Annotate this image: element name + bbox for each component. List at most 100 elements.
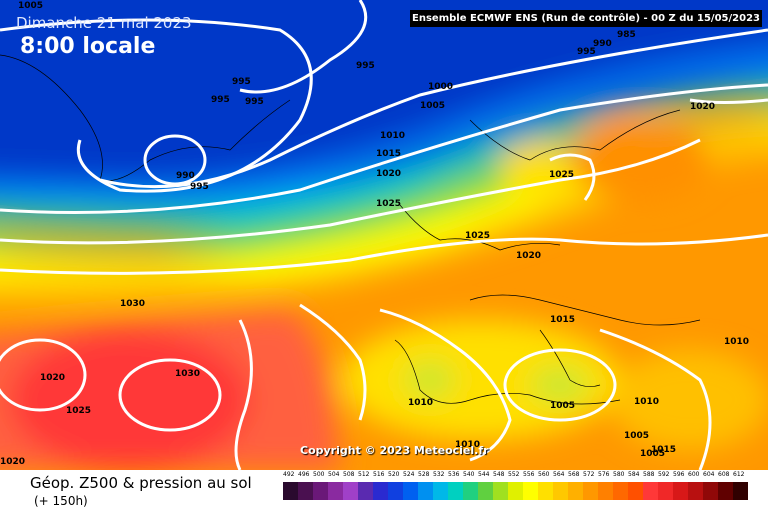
legend-swatch: 560 [538, 471, 553, 500]
legend-swatch: 604 [703, 471, 718, 500]
isobar-label: 1010 [380, 131, 405, 141]
legend-label: 496 [298, 471, 310, 478]
legend-swatch: 548 [493, 471, 508, 500]
isobar-label: 1030 [120, 299, 145, 309]
valid-time: 8:00 locale [20, 34, 156, 59]
copyright-notice: Copyright © 2023 Meteociel.fr [300, 444, 489, 457]
isobar-label: 1005 [624, 431, 649, 441]
model-run-banner: Ensemble ECMWF ENS (Run de contrôle) - 0… [410, 10, 762, 27]
legend-label: 508 [343, 471, 355, 478]
legend-label: 524 [403, 471, 415, 478]
isobar-label: 995 [245, 97, 264, 107]
valid-date: Dimanche 21 mai 2023 [16, 14, 192, 32]
color-scale-legend: 492 496 500 504 508 512 516 520 524 528 532 536 540 5… [283, 471, 748, 500]
legend-swatch: 500 [313, 471, 328, 500]
product-title: Géop. Z500 & pression au sol [30, 474, 252, 492]
legend-swatch: 512 [358, 471, 373, 500]
isobar-label: 1020 [40, 373, 65, 383]
legend-swatch: 504 [328, 471, 343, 500]
legend-swatch: 596 [673, 471, 688, 500]
isobar-label: 1025 [376, 199, 401, 209]
legend-label: 604 [703, 471, 715, 478]
legend-swatch: 588 [643, 471, 658, 500]
legend-label: 500 [313, 471, 325, 478]
lead-time: (+ 150h) [34, 494, 88, 508]
legend-label: 504 [328, 471, 340, 478]
legend-swatch: 540 [463, 471, 478, 500]
isobar-label-layer: 1005 995 990 985 995 995 995 995 1000 10… [0, 1, 749, 467]
footer-bar: Géop. Z500 & pression au sol (+ 150h) 49… [0, 470, 768, 512]
legend-label: 536 [448, 471, 460, 478]
legend-label: 608 [718, 471, 730, 478]
isobar-label: 1015 [550, 315, 575, 325]
isobar-label: 1025 [66, 406, 91, 416]
legend-label: 588 [643, 471, 655, 478]
legend-label: 540 [463, 471, 475, 478]
legend-swatch: 564 [553, 471, 568, 500]
isobar-label: 990 [176, 171, 195, 181]
isobar-label: 1030 [175, 369, 200, 379]
legend-label: 596 [673, 471, 685, 478]
legend-label: 560 [538, 471, 550, 478]
isobar-label: 1010 [634, 397, 659, 407]
legend-label: 548 [493, 471, 505, 478]
isobar-label: 995 [211, 95, 230, 105]
isobar-label: 1005 [640, 449, 665, 459]
isobar-label: 995 [356, 61, 375, 71]
isobar-label: 1010 [408, 398, 433, 408]
legend-swatch: 544 [478, 471, 493, 500]
isobar-label: 1020 [690, 102, 715, 112]
isobar-label: 1010 [455, 440, 480, 450]
isobar-label: 1025 [549, 170, 574, 180]
legend-label: 556 [523, 471, 535, 478]
legend-swatch: 568 [568, 471, 583, 500]
isobar-label: 1025 [465, 231, 490, 241]
legend-label: 568 [568, 471, 580, 478]
legend-swatch: 584 [628, 471, 643, 500]
legend-label: 612 [733, 471, 745, 478]
isobars [0, 0, 768, 470]
coastlines [0, 54, 701, 405]
isobar-label: 1010 [724, 337, 749, 347]
legend-label: 580 [613, 471, 625, 478]
legend-swatch: 600 [688, 471, 703, 500]
legend-swatch: 576 [598, 471, 613, 500]
legend-swatch: 520 [388, 471, 403, 500]
legend-label: 532 [433, 471, 445, 478]
isobar-label: 995 [190, 182, 209, 192]
isobar-label: 1020 [0, 457, 25, 467]
legend-label: 492 [283, 471, 295, 478]
legend-label: 512 [358, 471, 370, 478]
isobar-label: 1020 [516, 251, 541, 261]
legend-swatch: 532 [433, 471, 448, 500]
isobar-label: 1015 [651, 445, 676, 455]
legend-label: 552 [508, 471, 520, 478]
isobar-label: 1015 [376, 149, 401, 159]
legend-swatch: 556 [523, 471, 538, 500]
legend-label: 600 [688, 471, 700, 478]
legend-label: 592 [658, 471, 670, 478]
legend-swatch: 492 [283, 471, 298, 500]
legend-label: 520 [388, 471, 400, 478]
isobar-label: 1005 [420, 101, 445, 111]
isobar-label: 985 [617, 30, 636, 40]
isobar-label: 1005 [550, 401, 575, 411]
legend-swatch: 516 [373, 471, 388, 500]
legend-label: 584 [628, 471, 640, 478]
legend-swatch: 552 [508, 471, 523, 500]
isobar-label: 990 [593, 39, 612, 49]
legend-swatch: 612 [733, 471, 748, 500]
legend-label: 516 [373, 471, 385, 478]
legend-label: 564 [553, 471, 565, 478]
geopotential-field [0, 0, 768, 470]
legend-swatch: 508 [343, 471, 358, 500]
legend-swatch: 528 [418, 471, 433, 500]
isobar-label: 1005 [18, 1, 43, 11]
legend-label: 544 [478, 471, 490, 478]
isobar-label: 1020 [376, 169, 401, 179]
isobar-label: 995 [577, 47, 596, 57]
legend-swatch: 608 [718, 471, 733, 500]
legend-label: 572 [583, 471, 595, 478]
legend-swatch: 592 [658, 471, 673, 500]
